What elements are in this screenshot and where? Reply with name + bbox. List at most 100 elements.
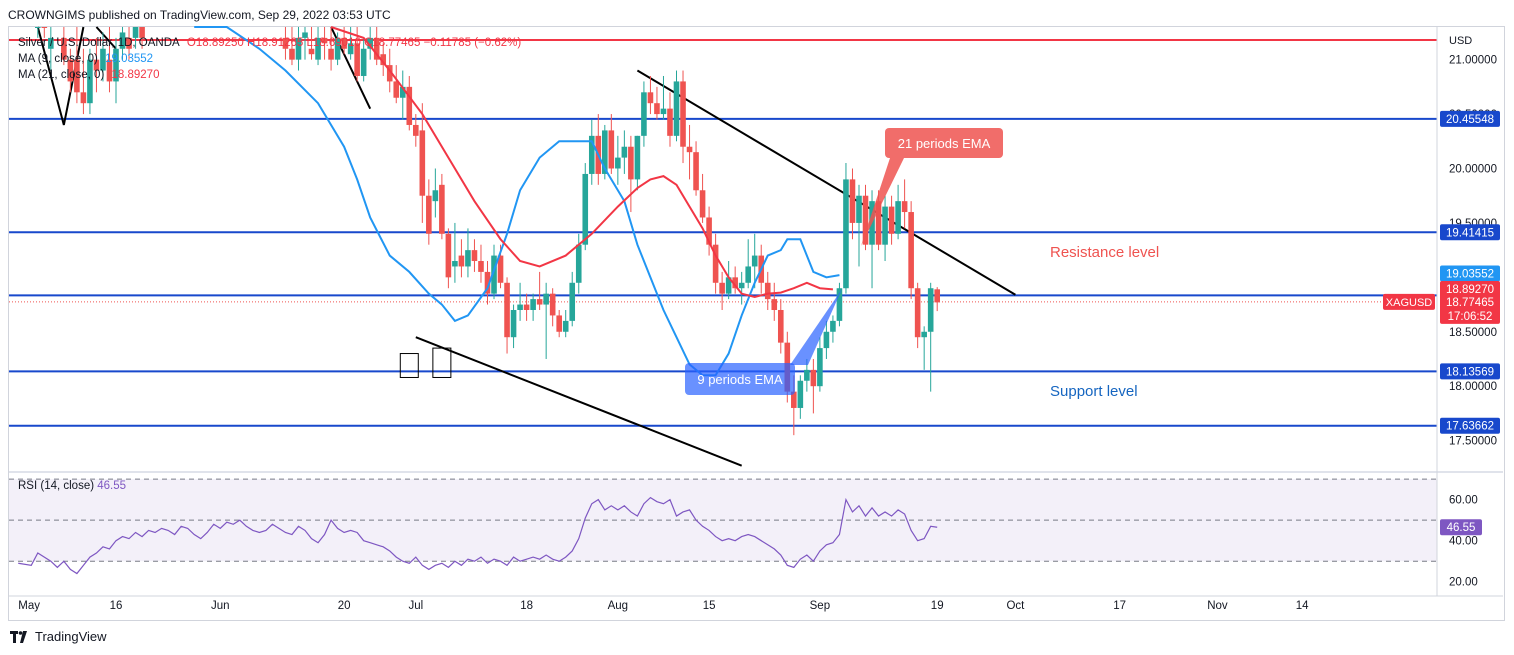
rsi-tick-label: 20.00 — [1449, 577, 1478, 589]
time-tick-label: 18 — [520, 600, 533, 612]
price-badge-label: 20.45548 — [1446, 114, 1494, 126]
candle — [458, 239, 465, 278]
candle — [106, 27, 113, 93]
candle-body — [484, 271, 491, 294]
legend-open: O18.89250 — [186, 37, 244, 49]
candle — [465, 228, 471, 278]
candle — [289, 27, 295, 66]
candle — [504, 277, 510, 354]
candle — [126, 27, 132, 60]
candle — [393, 65, 400, 104]
candle-body — [445, 233, 452, 278]
price-badge-label: 18.13569 — [1446, 366, 1494, 378]
candle-body — [406, 86, 413, 125]
trendlines — [36, 26, 1016, 467]
rsi-panel — [9, 471, 1503, 562]
candle — [706, 206, 712, 256]
candle-body — [48, 37, 54, 49]
candle-body — [764, 282, 771, 300]
candle-body — [849, 179, 856, 223]
candle — [673, 70, 680, 142]
rsi-series: 46.55 — [18, 496, 1482, 575]
candle-body — [771, 299, 778, 310]
candle-body — [61, 37, 67, 60]
candle-body — [810, 369, 817, 387]
chart-frame — [8, 26, 1505, 621]
candle — [934, 287, 941, 312]
candle-body — [556, 315, 562, 332]
resistance-level-label: Resistance level — [1050, 244, 1159, 261]
candle-body — [738, 282, 745, 289]
candle-body — [308, 48, 315, 55]
candle-body — [549, 293, 556, 316]
candle — [693, 141, 699, 196]
footer-brand[interactable]: TradingView — [10, 629, 107, 644]
candle-body — [602, 130, 608, 174]
rsi-legend-value: 46.55 — [97, 480, 127, 492]
candle — [810, 358, 817, 414]
legend-ma21-row: MA (21, close, 0) 18.89270 — [18, 67, 521, 83]
candle — [321, 27, 328, 60]
candle-body — [888, 206, 895, 234]
candle — [628, 135, 634, 213]
candle — [510, 304, 517, 349]
candle-body — [628, 146, 634, 180]
candle-body — [517, 304, 523, 310]
candle — [901, 179, 908, 229]
ema9-callout: 9 periods EMA — [685, 289, 842, 395]
time-tick-label: Sep — [810, 600, 830, 612]
candle — [849, 168, 856, 240]
ma9-line — [194, 26, 840, 377]
candle — [797, 375, 804, 419]
candle — [569, 271, 576, 327]
time-tick-label: 20 — [338, 600, 351, 612]
price-badge: 19.03552 — [1440, 265, 1500, 282]
candle — [380, 43, 387, 76]
price-badge: 18.13569 — [1440, 363, 1500, 380]
price-axis: 21.0000020.5000020.0000019.5000018.50000… — [1383, 55, 1500, 589]
price-badge-label: 18.89270 — [1446, 284, 1494, 296]
candle-body — [725, 277, 732, 294]
candle-body — [523, 304, 530, 310]
candle — [543, 282, 549, 359]
ema9-callout-label: 9 periods EMA — [697, 372, 783, 387]
candle-body — [862, 195, 869, 245]
legend-low: L18.69010 — [306, 37, 361, 49]
candle — [34, 27, 41, 38]
candle-body — [504, 282, 510, 338]
candle — [100, 32, 106, 82]
candle — [347, 27, 354, 60]
candle-body — [113, 48, 119, 82]
candle-body — [562, 320, 569, 332]
candle — [93, 37, 100, 93]
candle — [413, 114, 419, 147]
candle-body — [289, 48, 295, 60]
candle — [667, 92, 673, 147]
support-level-label: Support level — [1050, 383, 1138, 400]
candle-body — [647, 92, 654, 104]
price-tick-label: 18.00000 — [1449, 381, 1497, 393]
time-tick-label: 14 — [1296, 600, 1309, 612]
tradingview-logo-icon — [10, 630, 27, 643]
candle — [308, 27, 315, 60]
candle-body — [360, 48, 367, 76]
candle-body — [588, 135, 595, 174]
time-tick-label: May — [18, 600, 40, 612]
price-badge-label: 19.41415 — [1446, 227, 1494, 239]
candle-body — [80, 92, 87, 104]
candle — [660, 75, 667, 120]
candle-body — [458, 255, 465, 267]
candle — [139, 27, 145, 49]
rsi-tick-label: 60.00 — [1449, 495, 1478, 507]
candle — [830, 315, 836, 343]
candle-body — [334, 37, 341, 60]
candle — [582, 163, 589, 251]
ema21-callout-box — [885, 128, 1003, 158]
price-badge-bg — [1440, 281, 1500, 298]
candle-body — [478, 261, 484, 272]
currency-label: USD — [1449, 35, 1473, 47]
candle — [615, 135, 621, 185]
candle-body — [419, 130, 426, 196]
candle — [751, 233, 758, 289]
